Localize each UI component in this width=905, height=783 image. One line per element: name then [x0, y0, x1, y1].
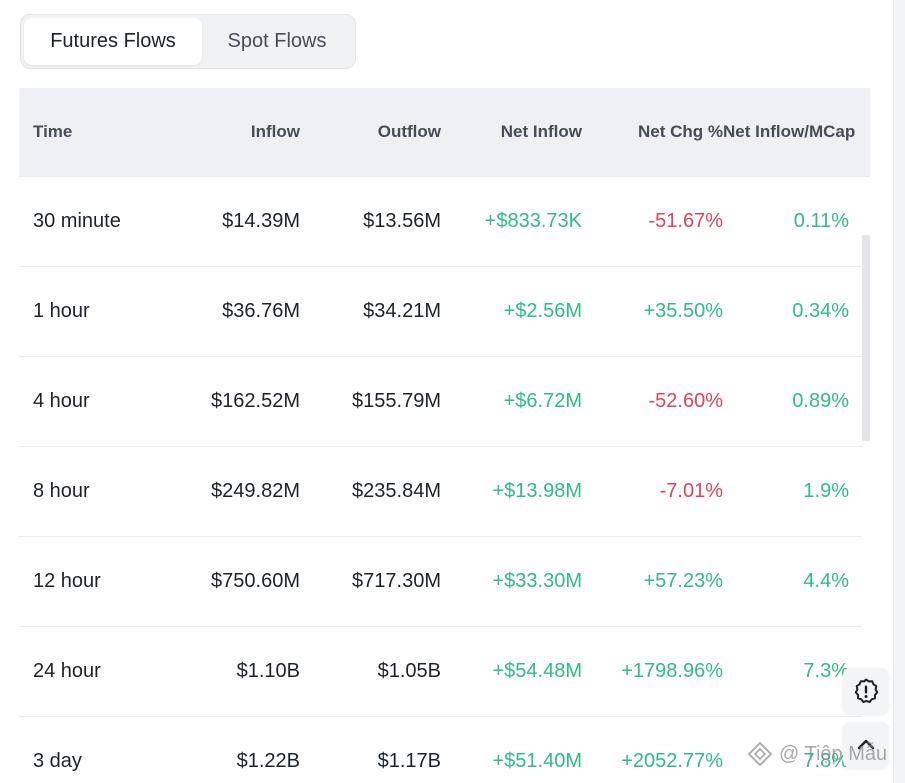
- cell-inflow: $249.82M: [211, 480, 300, 502]
- cell-outflow: $717.30M: [352, 570, 441, 592]
- cell-net-chg: +35.50%: [643, 300, 723, 322]
- chevron-up-icon: [857, 739, 875, 750]
- cell-net-chg: -51.67%: [648, 210, 724, 232]
- cell-inflow: $36.76M: [222, 300, 300, 322]
- cell-outflow: $34.21M: [363, 300, 441, 322]
- cell-net-inflow-mcap: 7.3%: [803, 660, 849, 682]
- cell-inflow: $14.39M: [222, 210, 300, 232]
- tab-spot-flows[interactable]: Spot Flows: [227, 30, 327, 52]
- watermark: @ Tiệp Mẫu: [746, 740, 887, 768]
- header-net-inflow-mcap: Net Inflow/MCap: [723, 122, 856, 141]
- flows-table: Time Inflow Outflow Net Inflow Net Chg %…: [19, 88, 870, 783]
- header-time: Time: [33, 122, 73, 141]
- table-row: 8 hour $249.82M $235.84M +$13.98M -7.01% 1.9%: [19, 447, 862, 537]
- cell-net-inflow: +$2.56M: [503, 300, 582, 322]
- header-net-chg: Net Chg %: [638, 122, 723, 141]
- cell-outflow: $13.56M: [363, 210, 441, 232]
- cell-time: 3 day: [33, 750, 82, 772]
- cell-net-chg: +57.23%: [643, 570, 723, 592]
- cell-inflow: $750.60M: [211, 570, 300, 592]
- tab-futures-flows[interactable]: Futures Flows: [24, 18, 202, 65]
- cell-time: 1 hour: [33, 300, 90, 322]
- cell-net-inflow-mcap: 1.9%: [803, 480, 849, 502]
- cell-net-inflow-mcap: 0.89%: [792, 390, 849, 412]
- alert-badge-icon: [854, 678, 879, 703]
- cell-outflow: $155.79M: [352, 390, 441, 412]
- cell-time: 30 minute: [33, 210, 121, 232]
- table-row: 1 hour $36.76M $34.21M +$2.56M +35.50% 0.34%: [19, 267, 862, 357]
- header-net-inflow: Net Inflow: [500, 122, 582, 141]
- back-to-top-button[interactable]: [843, 722, 889, 768]
- table-scrollbar[interactable]: [862, 235, 870, 441]
- cell-net-inflow-mcap: 7.8%: [803, 750, 849, 772]
- diamond-logo-icon: [747, 741, 773, 767]
- flow-tabs: Futures Flows Spot Flows: [20, 14, 356, 69]
- cell-net-inflow: +$33.30M: [492, 570, 582, 592]
- table-body: 30 minute $14.39M $13.56M +$833.73K -51.67% 0…: [19, 177, 870, 783]
- cell-net-chg: -52.60%: [648, 390, 724, 412]
- cell-net-inflow: +$54.48M: [492, 660, 582, 682]
- cell-net-chg: +1798.96%: [621, 660, 723, 682]
- cell-net-inflow: +$833.73K: [484, 210, 582, 232]
- table-row: 24 hour $1.10B $1.05B +$54.48M +1798.96% 7.3%: [19, 627, 862, 717]
- cell-net-chg: -7.01%: [659, 480, 723, 502]
- cell-inflow: $162.52M: [211, 390, 300, 412]
- cell-net-inflow: +$51.40M: [492, 750, 582, 772]
- cell-net-inflow: +$13.98M: [492, 480, 582, 502]
- cell-time: 24 hour: [33, 660, 101, 682]
- header-inflow: Inflow: [250, 122, 300, 141]
- page-scroll-edge: [893, 0, 905, 783]
- cell-inflow: $1.10B: [236, 660, 300, 682]
- table-row: 4 hour $162.52M $155.79M +$6.72M -52.60% 0.89…: [19, 357, 862, 447]
- cell-time: 4 hour: [33, 390, 90, 412]
- table-header: Time Inflow Outflow Net Inflow Net Chg %…: [19, 88, 870, 177]
- cell-outflow: $235.84M: [352, 480, 441, 502]
- header-outflow: Outflow: [377, 122, 441, 141]
- table-row: 3 day $1.22B $1.17B +$51.40M +2052.77% 7.8%: [19, 717, 862, 783]
- cell-outflow: $1.17B: [377, 750, 441, 772]
- cell-time: 12 hour: [33, 570, 101, 592]
- cell-net-inflow-mcap: 0.34%: [792, 300, 849, 322]
- cell-net-inflow-mcap: 0.11%: [793, 210, 849, 232]
- alert-button[interactable]: [843, 668, 889, 714]
- cell-net-inflow: +$6.72M: [503, 390, 582, 412]
- cell-net-inflow-mcap: 4.4%: [803, 570, 849, 592]
- cell-outflow: $1.05B: [377, 660, 441, 682]
- cell-inflow: $1.22B: [236, 750, 300, 772]
- watermark-text: @ Tiệp Mẫu: [779, 742, 888, 765]
- table-row: 12 hour $750.60M $717.30M +$33.30M +57.23% 4.…: [19, 537, 862, 627]
- cell-net-chg: +2052.77%: [621, 750, 723, 772]
- table-row: 30 minute $14.39M $13.56M +$833.73K -51.67% 0…: [19, 177, 862, 267]
- cell-time: 8 hour: [33, 480, 90, 502]
